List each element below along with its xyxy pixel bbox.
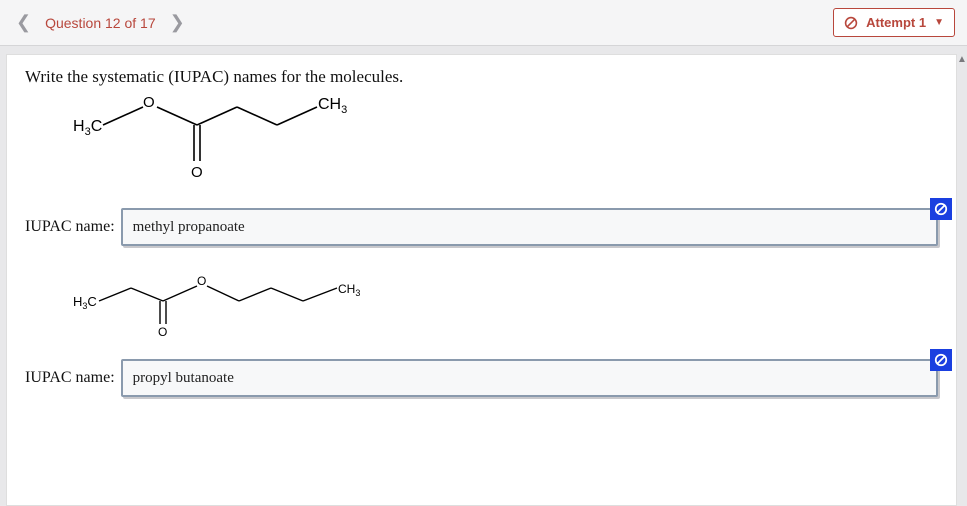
svg-text:O: O [158,325,167,339]
error-badge-2[interactable] [930,349,952,371]
answer-label-2: IUPAC name: [25,369,115,387]
no-symbol-icon [844,16,858,30]
molecule-1: H3C O CH3 O [25,95,938,190]
question-label: Question 12 of 17 [45,15,156,31]
svg-text:CH3: CH3 [338,282,360,298]
top-bar: ❮ Question 12 of 17 ❯ Attempt 1 ▼ [0,0,967,46]
svg-text:H3C: H3C [73,118,102,138]
svg-text:O: O [191,164,203,181]
answer-input-2[interactable] [121,359,938,397]
no-symbol-icon [934,353,948,367]
answer-row-2: IUPAC name: [25,359,938,397]
caret-down-icon: ▼ [934,17,944,28]
prev-icon[interactable]: ❮ [12,8,35,37]
nav-left: ❮ Question 12 of 17 ❯ [12,8,189,37]
content-card: Write the systematic (IUPAC) names for t… [6,54,957,506]
svg-text:CH3: CH3 [318,96,347,116]
error-badge-1[interactable] [930,198,952,220]
main-area: ▲ Write the systematic (IUPAC) names for… [0,46,967,506]
attempt-dropdown[interactable]: Attempt 1 ▼ [833,8,955,37]
answer-field-wrap-2 [121,359,938,397]
prompt-text: Write the systematic (IUPAC) names for t… [25,67,938,87]
answer-row-1: IUPAC name: [25,208,938,246]
svg-text:O: O [143,95,155,111]
molecule-2-svg: H3C O CH3 O [55,266,395,341]
answer-label-1: IUPAC name: [25,218,115,236]
answer-input-1[interactable] [121,208,938,246]
no-symbol-icon [934,202,948,216]
molecule-2: H3C O CH3 O [25,266,938,341]
svg-text:H3C: H3C [73,294,97,311]
next-icon[interactable]: ❯ [166,8,189,37]
svg-text:O: O [197,274,206,288]
molecule-1-svg: H3C O CH3 O [55,95,375,190]
scroll-up-icon[interactable]: ▲ [957,54,967,65]
answer-field-wrap-1 [121,208,938,246]
attempt-label: Attempt 1 [866,15,926,30]
